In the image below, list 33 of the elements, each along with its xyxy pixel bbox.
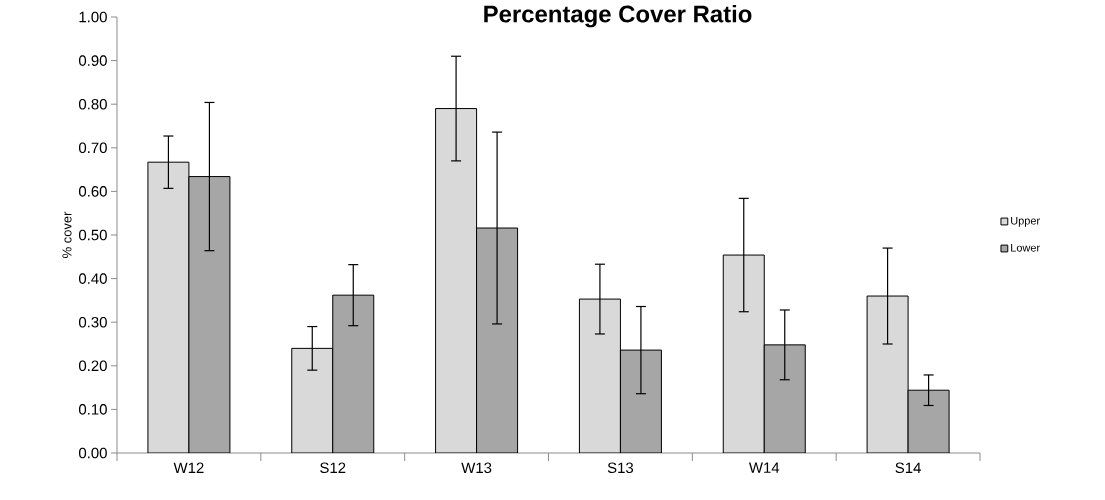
y-tick-label: 0.20	[78, 360, 107, 372]
chart-title: Percentage Cover Ratio	[484, 4, 752, 28]
y-tick-label: 0.60	[78, 186, 107, 197]
x-tick-label: S13	[607, 462, 634, 474]
x-tick-label: W14	[748, 462, 780, 473]
x-tick-label: W13	[461, 462, 492, 474]
legend-label: Lower	[1011, 244, 1040, 252]
y-tick-label: 0.90	[78, 55, 107, 66]
bar	[476, 227, 519, 453]
y-tick-label: 0.00	[78, 447, 107, 459]
y-axis-title: % cover	[62, 211, 72, 258]
bar	[722, 254, 765, 453]
bar	[763, 344, 806, 453]
x-tick-label: W12	[173, 462, 204, 473]
bar	[147, 161, 190, 453]
y-tick-label: 0.40	[78, 273, 107, 284]
bar	[291, 347, 334, 453]
bar	[907, 389, 950, 453]
bar	[578, 298, 621, 453]
bar	[188, 176, 231, 453]
bar	[866, 295, 909, 453]
bar	[332, 294, 375, 453]
y-tick-label: 0.30	[78, 316, 107, 328]
bar	[435, 108, 478, 453]
y-tick-label: 0.10	[78, 404, 107, 415]
y-tick-label: 1.00	[79, 11, 107, 23]
y-tick-label: 0.50	[78, 229, 107, 241]
x-tick-label: S14	[895, 462, 921, 474]
y-tick-label: 0.80	[78, 98, 107, 110]
legend-label: Upper	[1011, 216, 1040, 227]
x-tick-label: S12	[320, 462, 346, 474]
y-tick-label: 0.70	[78, 142, 107, 154]
bar	[619, 349, 662, 453]
